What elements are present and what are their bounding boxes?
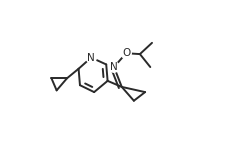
Text: N: N (87, 53, 95, 63)
Text: N: N (110, 62, 117, 72)
Text: O: O (121, 48, 130, 58)
Circle shape (120, 48, 131, 58)
Circle shape (108, 62, 119, 72)
Circle shape (86, 52, 96, 63)
